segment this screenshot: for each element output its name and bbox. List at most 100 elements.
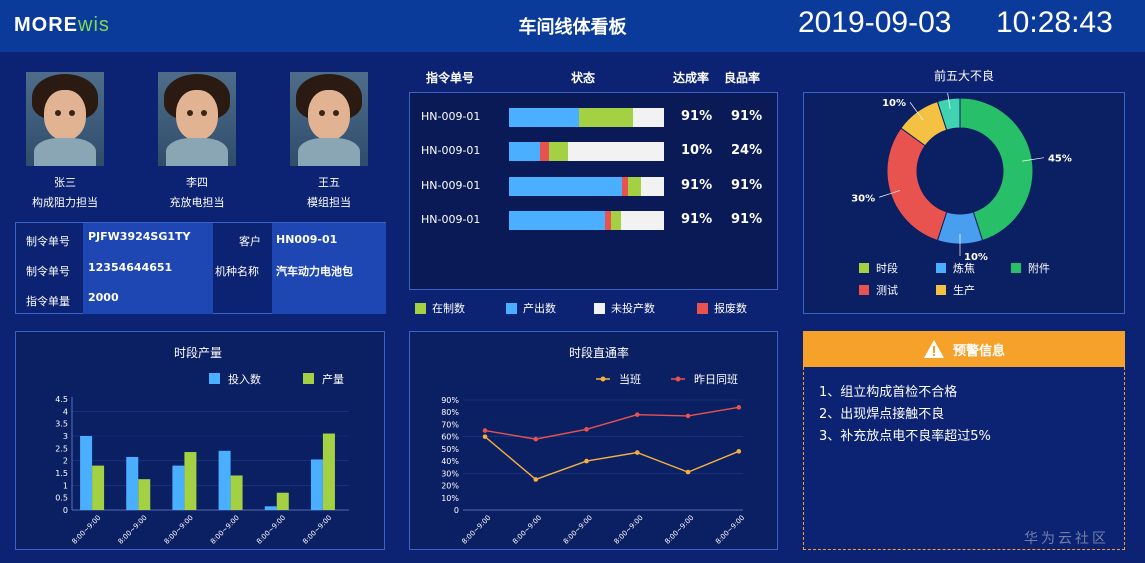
bar-0 xyxy=(80,436,93,510)
x-tick-label: 8:00~9:00 xyxy=(163,514,195,546)
customer-label: 客户 xyxy=(239,235,261,248)
staff-role: 构成阻力担当 xyxy=(32,196,98,209)
y-tick-label: 70% xyxy=(441,420,459,429)
data-point xyxy=(482,428,488,433)
data-point xyxy=(634,450,640,455)
header-bar: MOREwis 车间线体看板 2019-09-03 10:28:43 xyxy=(0,0,1145,52)
status-segment-not-started xyxy=(567,142,664,161)
warning-body: 1、组立构成首检不合格 2、出现焊点接触不良 3、补充放点电不良率超过5% xyxy=(803,367,1125,550)
donut-slice-label: 10% xyxy=(882,98,906,109)
staff-name: 李四 xyxy=(186,176,208,189)
staff-name: 王五 xyxy=(318,176,340,189)
bar-0 xyxy=(218,450,231,510)
logo-text-accent: wis xyxy=(78,14,110,36)
status-segment-not-started xyxy=(640,177,664,196)
bar-1 xyxy=(230,475,243,510)
status-bar xyxy=(509,108,664,127)
x-tick-label: 8:00~9:00 xyxy=(714,514,746,546)
customer-value: HN009-01 xyxy=(276,233,338,246)
legend-not-started: 未投产数 xyxy=(594,300,655,316)
y-tick-label: 60% xyxy=(441,433,459,442)
yield-rate: 91% xyxy=(731,109,763,124)
y-tick-label: 80% xyxy=(441,408,459,417)
achieve-rate: 91% xyxy=(681,212,713,227)
staff-name: 张三 xyxy=(54,176,76,189)
y-tick-label: 0.5 xyxy=(55,494,68,503)
avatar xyxy=(290,72,368,166)
series-line-1 xyxy=(484,406,739,440)
y-tick-label: 4.5 xyxy=(55,395,68,404)
staff-card: 王五 模组担当 xyxy=(269,72,389,210)
legend-swatch xyxy=(303,373,314,384)
order-row: HN-009-01 91% 91% xyxy=(410,100,777,134)
staff-role: 模组担当 xyxy=(307,196,351,209)
staff-card: 张三 构成阻力担当 xyxy=(5,72,125,210)
legend-label: 昨日同班 xyxy=(694,373,738,386)
y-tick-label: 0 xyxy=(454,506,459,515)
order-row: HN-009-01 91% 91% xyxy=(410,203,777,237)
x-tick-label: 8:00~9:00 xyxy=(255,514,287,546)
legend-swatch xyxy=(936,263,946,273)
x-tick-label: 8:00~9:00 xyxy=(562,514,594,546)
logo: MOREwis xyxy=(14,14,110,37)
x-tick-label: 8:00~9:00 xyxy=(117,514,149,546)
legend-swatch xyxy=(936,285,946,295)
donut-slice-label: 5% xyxy=(926,93,943,94)
x-tick-label: 8:00~9:00 xyxy=(209,514,241,546)
staff-card: 李四 充放电担当 xyxy=(137,72,257,210)
y-tick-label: 40% xyxy=(441,457,459,466)
legend-label: 当班 xyxy=(619,372,641,386)
hourly-output-panel: 时段产量 投入数 产量 0 0.5 1 1.5 2 2.5 3 3.5 4 4.5 8:00~9:00 8:… xyxy=(15,331,385,550)
y-tick-label: 1 xyxy=(63,481,68,490)
bar-1 xyxy=(92,465,105,510)
status-bar xyxy=(509,211,664,230)
watermark: 华为云社区 xyxy=(1024,531,1109,547)
y-tick-label: 2.5 xyxy=(55,444,68,453)
warning-icon xyxy=(923,340,944,358)
order-id: HN-009-01 xyxy=(421,213,481,226)
logo-text-main: MORE xyxy=(14,14,78,36)
order-no2-value: 12354644651 xyxy=(88,261,173,274)
data-point xyxy=(584,427,589,432)
order-id: HN-009-01 xyxy=(421,144,481,157)
legend-scrap: 报废数 xyxy=(697,300,747,316)
legend-swatch xyxy=(209,373,220,384)
legend-label: 生产 xyxy=(953,283,975,297)
x-tick-label: 8:00~9:00 xyxy=(460,514,492,546)
y-tick-label: 4 xyxy=(63,407,68,416)
data-point xyxy=(533,477,539,482)
x-tick-label: 8:00~9:00 xyxy=(613,514,645,546)
data-point xyxy=(685,469,691,475)
warning-item: 3、补充放点电不良率超过5% xyxy=(819,429,991,444)
y-tick-label: 2 xyxy=(63,457,68,466)
y-tick-label: 1.5 xyxy=(55,469,68,478)
status-bar xyxy=(509,177,664,196)
data-point xyxy=(634,412,640,417)
order-no-label: 制令单号 xyxy=(26,235,70,248)
warning-header: 预警信息 xyxy=(803,331,1125,367)
x-tick-label: 8:00~9:00 xyxy=(301,514,333,546)
order-row: HN-009-01 10% 24% xyxy=(410,134,777,168)
donut-slice-4 xyxy=(936,97,961,131)
model-label: 机种名称 xyxy=(215,265,259,278)
donut-slice-0 xyxy=(959,97,1034,242)
y-tick-label: 3.5 xyxy=(55,420,68,429)
bar-0 xyxy=(264,506,277,510)
time-display: 10:28:43 xyxy=(996,6,1113,39)
status-segment-scrap xyxy=(605,211,612,230)
chart-title: 时段直通率 xyxy=(569,345,629,360)
col-header-status: 状态 xyxy=(571,71,596,85)
legend-swatch xyxy=(859,285,869,295)
chart-title: 时段产量 xyxy=(174,345,222,360)
page-title: 车间线体看板 xyxy=(518,17,627,38)
order-id: HN-009-01 xyxy=(421,179,481,192)
bar-0 xyxy=(310,459,323,510)
status-segment-not-started xyxy=(620,211,664,230)
status-segment-scrap xyxy=(622,177,629,196)
x-tick-label: 8:00~9:00 xyxy=(511,514,543,546)
donut-leader-line xyxy=(1022,157,1045,162)
order-info-table: 制令单号 PJFW3924SG1TY 客户 HN009-01 制令单号 1235… xyxy=(15,222,386,314)
achieve-rate: 91% xyxy=(681,109,713,124)
